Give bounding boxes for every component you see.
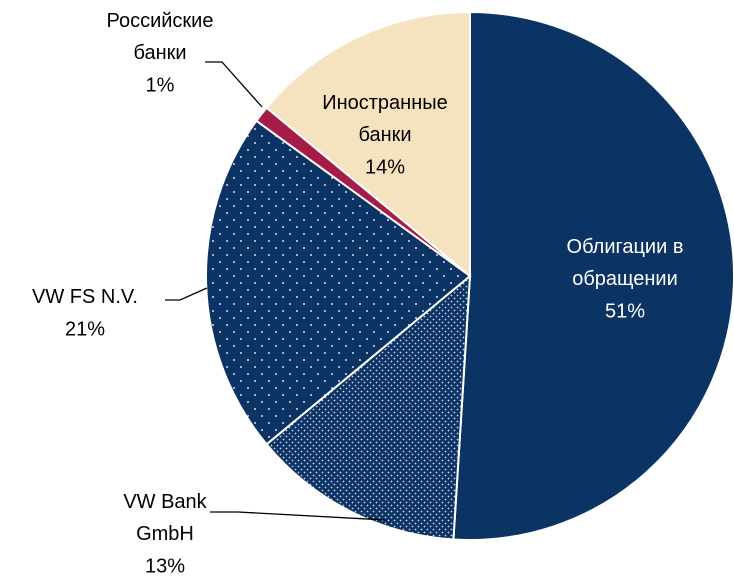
leader-line <box>205 61 263 108</box>
value-label: 51% <box>605 300 645 322</box>
pie-slice <box>265 10 471 279</box>
leader-line <box>210 511 386 521</box>
value-label: 21% <box>65 318 105 340</box>
slice-label: Российские банки <box>107 10 214 64</box>
value-label: 13% <box>145 555 185 577</box>
pie-slice <box>265 273 472 541</box>
slice-label: VW FS N.V. <box>32 286 138 308</box>
pie-slice <box>205 119 472 446</box>
slice-label: Иностранные банки <box>322 92 448 146</box>
slice-label: VW Bank GmbH <box>123 491 207 545</box>
slice-label: Облигации в обращении <box>567 236 684 290</box>
value-label: 1% <box>146 74 175 96</box>
value-label: 14% <box>365 156 405 178</box>
leader-line <box>165 287 208 301</box>
